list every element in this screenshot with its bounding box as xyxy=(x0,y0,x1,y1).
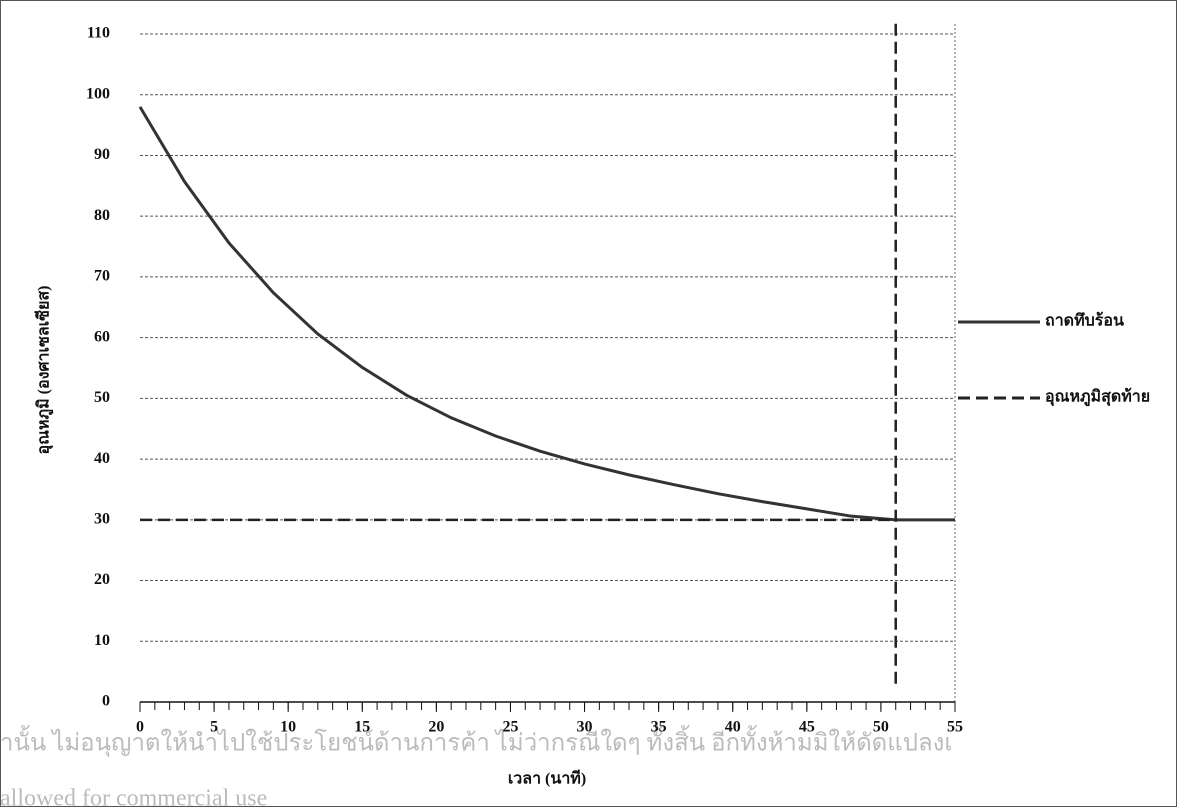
y-tick-label: 30 xyxy=(94,510,110,527)
x-tick-label: 10 xyxy=(280,719,296,736)
y-tick-label: 60 xyxy=(94,328,110,345)
x-tick-label: 15 xyxy=(354,719,370,736)
y-tick-label: 90 xyxy=(94,146,110,163)
x-tick-label: 55 xyxy=(947,719,963,736)
y-tick-label: 20 xyxy=(94,571,110,588)
x-tick-label: 40 xyxy=(725,719,741,736)
x-tick-label: 45 xyxy=(799,719,815,736)
frame xyxy=(1,1,1177,807)
x-axis-title: เวลา (นาที) xyxy=(508,769,586,788)
legend-label: ถาดทึบร้อน xyxy=(1045,312,1124,330)
y-tick-label: 50 xyxy=(94,389,110,406)
legend-label: อุณหภูมิสุดท้าย xyxy=(1045,388,1150,408)
chart: อุณหภูมิ (องศาเซลเซียส) เวลา (นาที) านั้… xyxy=(0,0,1177,807)
y-tick-label: 40 xyxy=(94,450,110,467)
y-tick-label: 110 xyxy=(87,25,110,42)
x-tick-label: 20 xyxy=(428,719,444,736)
watermark: allowed for commercial use xyxy=(0,786,267,807)
y-tick-label: 100 xyxy=(86,85,110,102)
y-axis-title: อุณหภูมิ (องศาเซลเซียส) xyxy=(34,286,55,455)
x-tick-label: 35 xyxy=(651,719,667,736)
y-tick-label: 10 xyxy=(94,632,110,649)
x-tick-label: 0 xyxy=(136,719,144,736)
x-tick-label: 25 xyxy=(502,719,518,736)
x-tick-label: 5 xyxy=(210,719,218,736)
y-tick-label: 70 xyxy=(94,268,110,285)
y-tick-label: 0 xyxy=(102,693,110,710)
x-tick-label: 30 xyxy=(577,719,593,736)
y-tick-label: 80 xyxy=(94,207,110,224)
x-tick-label: 50 xyxy=(873,719,889,736)
